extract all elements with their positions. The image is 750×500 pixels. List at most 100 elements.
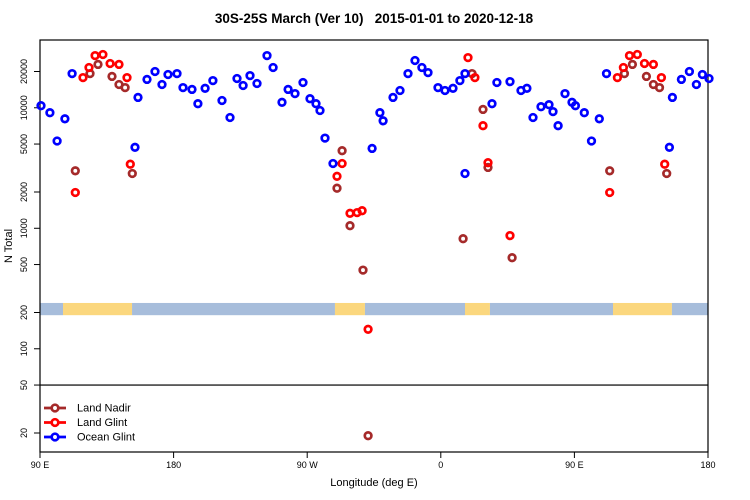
data-point <box>455 75 465 86</box>
data-point <box>290 88 300 99</box>
data-point <box>460 68 470 79</box>
data-point <box>93 59 103 70</box>
y-tick-label: 20 <box>19 428 29 438</box>
data-point <box>395 85 405 96</box>
data-point <box>252 78 262 89</box>
data-point <box>417 62 427 73</box>
data-point <box>45 108 55 118</box>
x-axis-label: Longitude (deg E) <box>330 477 417 489</box>
data-point <box>84 62 94 73</box>
data-point <box>522 83 532 93</box>
data-point <box>505 76 515 87</box>
y-tick-label: 500 <box>19 257 29 272</box>
data-point <box>656 72 667 83</box>
x-tick-label: 90 E <box>31 460 50 470</box>
data-point <box>423 67 433 78</box>
data-point <box>560 88 570 99</box>
series-land-glint <box>70 49 670 334</box>
land-glint-point-icon <box>50 417 60 428</box>
data-point <box>90 50 100 61</box>
legend-item-land-glint: Land Glint <box>44 417 127 429</box>
data-point <box>358 265 368 275</box>
ocean-glint-point-icon <box>50 432 60 442</box>
data-point <box>639 58 650 69</box>
data-point <box>627 59 638 70</box>
data-point <box>691 79 702 90</box>
y-tick-label: 100 <box>19 341 29 356</box>
data-point <box>654 82 665 93</box>
data-point <box>157 79 167 90</box>
map-strip-segment-land <box>63 302 133 316</box>
data-point <box>601 68 612 79</box>
data-point <box>133 92 143 103</box>
data-point <box>487 99 497 109</box>
data-point <box>283 84 293 95</box>
legend-item-land-nadir: Land Nadir <box>44 403 131 415</box>
map-strip-segment-land <box>612 302 672 316</box>
data-point <box>478 121 488 131</box>
data-point <box>127 168 137 179</box>
legend-item-ocean-glint: Ocean Glint <box>44 432 135 444</box>
series-ocean-glint <box>36 50 714 179</box>
data-point <box>36 101 46 111</box>
data-point <box>337 146 347 156</box>
data-point <box>697 69 708 80</box>
data-point <box>120 82 130 93</box>
data-point <box>150 66 160 77</box>
data-point <box>492 77 502 88</box>
plot-frame-layer <box>39 39 709 453</box>
axis-tick-layer: 90 E 180 90 W 0 90 E 180 20000 10000 5000 2000 100… <box>19 59 716 470</box>
data-point <box>463 52 473 63</box>
y-tick-label: 20000 <box>19 59 29 84</box>
data-point <box>648 59 659 70</box>
data-point <box>667 92 678 103</box>
data-point <box>570 101 581 111</box>
data-point <box>684 66 695 77</box>
data-point <box>662 168 672 179</box>
data-point <box>70 166 80 176</box>
data-point <box>483 158 493 168</box>
data-point <box>125 159 135 169</box>
map-strip <box>40 302 708 316</box>
data-point <box>142 74 152 85</box>
data-point <box>163 69 173 80</box>
data-point <box>507 253 517 263</box>
data-point <box>268 62 278 73</box>
data-point <box>378 116 388 126</box>
y-tick-label: 50 <box>19 380 29 390</box>
map-strip-segment-land <box>334 302 365 316</box>
x-tick-label: 180 <box>700 460 715 470</box>
data-point <box>433 82 443 93</box>
y-tick-label: 200 <box>19 305 29 320</box>
data-point <box>375 108 385 118</box>
map-strip-segment-ocean <box>40 302 64 316</box>
map-strip-segment-ocean <box>132 302 335 316</box>
data-point <box>388 92 398 103</box>
data-point <box>200 83 210 93</box>
data-point <box>122 72 132 83</box>
plot-border <box>39 39 709 453</box>
data-point <box>579 108 589 118</box>
data-point <box>320 133 330 143</box>
map-strip-segment-ocean <box>671 302 708 316</box>
data-point <box>311 99 321 109</box>
data-point <box>298 77 308 88</box>
y-tick-label: 5000 <box>19 134 29 154</box>
data-point <box>676 74 687 85</box>
data-point <box>410 55 420 66</box>
data-point <box>403 68 413 79</box>
data-point <box>328 158 338 169</box>
data-point <box>632 49 642 60</box>
data-point <box>98 49 108 60</box>
x-tick-label: 180 <box>166 460 181 470</box>
x-tick-label: 0 <box>438 460 443 470</box>
data-point <box>586 136 597 146</box>
data-points-layer <box>36 49 714 441</box>
data-point <box>107 71 117 82</box>
data-point <box>536 102 546 112</box>
data-point <box>548 106 558 117</box>
data-point <box>470 72 480 83</box>
data-point <box>483 162 493 173</box>
data-point <box>315 105 325 116</box>
